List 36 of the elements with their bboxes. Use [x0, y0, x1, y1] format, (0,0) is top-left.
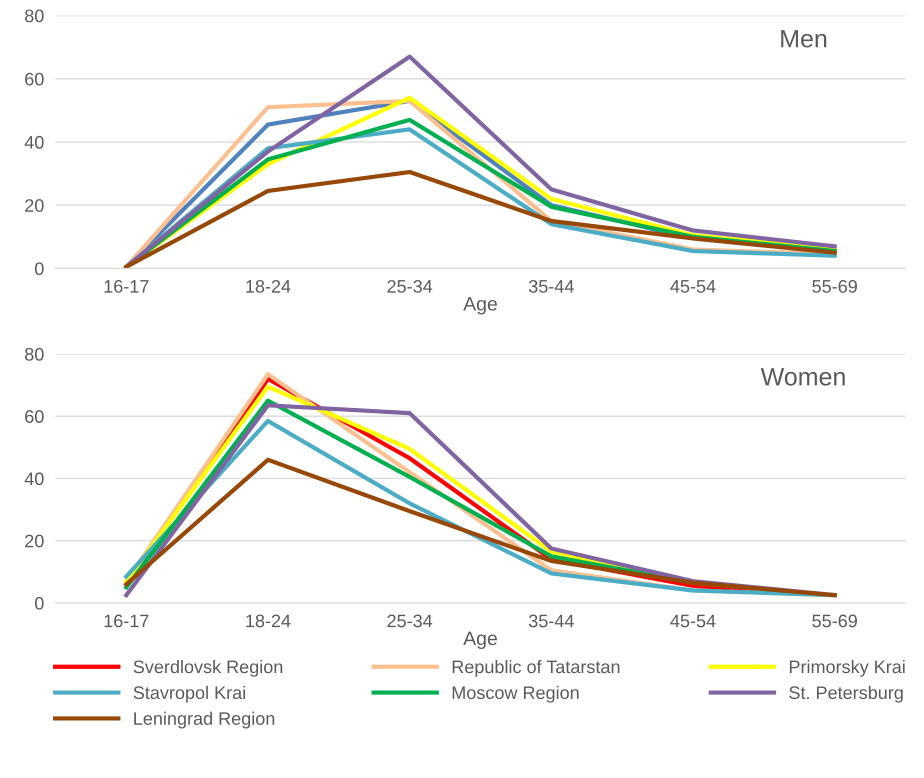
- legend-label: Republic of Tatarstan: [452, 660, 620, 677]
- line-series: [124, 458, 837, 598]
- line-series: [124, 170, 837, 268]
- x-tick-label: 16-17: [104, 280, 148, 293]
- x-tick-label: 35-44: [528, 614, 574, 628]
- y-tick-label: 80: [25, 9, 44, 22]
- y-tick-label: 40: [24, 472, 44, 486]
- x-tick-label: 25-34: [387, 280, 432, 293]
- legend-label: St. Petersburg: [789, 686, 903, 703]
- x-tick-label: 18-24: [246, 280, 291, 293]
- y-tick-label: 60: [25, 72, 44, 86]
- y-tick-label: 80: [25, 348, 44, 361]
- legend-label: Primorsky Krai: [790, 660, 905, 677]
- x-tick-label: 55-69: [812, 280, 857, 293]
- x-axis-title: Age: [463, 297, 497, 314]
- y-tick-label: 20: [25, 199, 44, 212]
- chart-title: Women: [760, 368, 845, 386]
- x-tick-label: 25-34: [387, 614, 432, 628]
- y-tick-label: 40: [24, 136, 44, 149]
- x-tick-label: 55-69: [812, 614, 857, 628]
- y-tick-label: 0: [34, 262, 44, 276]
- legend-label: Stavropol Krai: [134, 686, 245, 703]
- chart-title: Men: [781, 30, 826, 48]
- x-tick-label: 45-54: [670, 614, 716, 628]
- x-tick-label: 35-44: [528, 280, 574, 293]
- x-tick-label: 45-54: [670, 280, 716, 293]
- legend-label: Leningrad Region: [134, 712, 274, 729]
- x-tick-label: 18-24: [246, 614, 291, 628]
- legend-label: Moscow Region: [452, 686, 579, 703]
- x-axis-title: Age: [463, 632, 497, 650]
- x-tick-label: 16-17: [104, 614, 148, 628]
- y-tick-label: 20: [25, 534, 44, 548]
- y-tick-label: 60: [25, 410, 44, 423]
- y-tick-label: 0: [34, 596, 44, 610]
- legend-label: Sverdlovsk Region: [134, 660, 282, 677]
- line-series: [124, 54, 837, 268]
